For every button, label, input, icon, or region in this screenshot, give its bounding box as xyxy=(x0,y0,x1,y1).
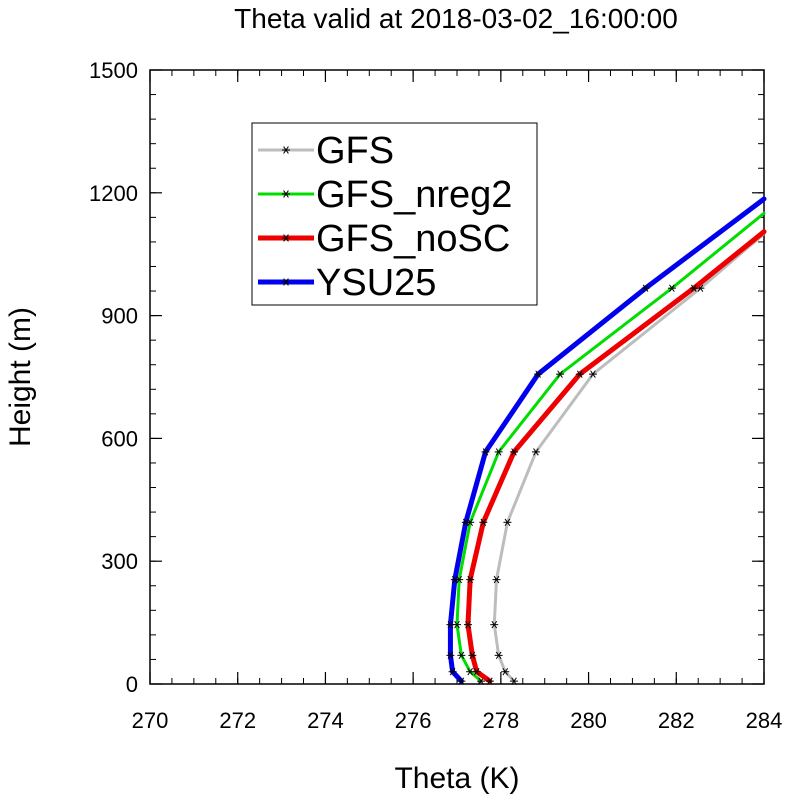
chart-title: Theta valid at 2018-03-02_16:00:00 xyxy=(234,3,678,34)
data-point xyxy=(457,677,466,685)
legend-marker xyxy=(282,234,290,242)
data-point xyxy=(450,575,459,584)
legend-marker xyxy=(282,278,290,286)
y-tick-label: 1200 xyxy=(89,181,138,206)
data-point xyxy=(534,370,543,378)
series-GFS_nreg2 xyxy=(453,211,766,685)
data-point xyxy=(588,370,597,378)
x-tick-label: 282 xyxy=(658,708,695,733)
legend-item: GFS_nreg2 xyxy=(258,174,512,216)
data-point xyxy=(510,448,519,456)
data-point xyxy=(531,448,540,456)
data-point xyxy=(466,575,475,584)
legend-label: GFS_noSC xyxy=(316,218,510,260)
x-tick-label: 278 xyxy=(482,708,519,733)
data-point xyxy=(667,284,676,292)
data-point xyxy=(446,651,455,660)
y-tick-label: 300 xyxy=(101,549,138,574)
data-point xyxy=(481,448,490,456)
series-GFS_noSC xyxy=(463,229,767,685)
data-point xyxy=(556,370,565,378)
series-layer xyxy=(446,196,767,685)
y-tick-label: 900 xyxy=(101,304,138,329)
y-tick-label: 1500 xyxy=(89,58,138,83)
x-axis-label: Theta (K) xyxy=(394,762,519,795)
x-tick-label: 274 xyxy=(307,708,344,733)
legend-box xyxy=(251,122,538,306)
data-point xyxy=(472,668,481,676)
legend-item: GFS_noSC xyxy=(258,218,510,260)
data-point xyxy=(461,518,470,527)
data-point xyxy=(448,668,457,676)
data-point xyxy=(463,620,472,629)
y-tick-label: 600 xyxy=(101,426,138,451)
x-tick-label: 270 xyxy=(132,708,169,733)
data-point xyxy=(492,575,501,584)
y-axis: 0 300 600 900 1200 1500 xyxy=(89,58,764,697)
series-YSU25 xyxy=(446,196,767,685)
x-tick-label: 276 xyxy=(395,708,432,733)
legend-marker xyxy=(282,190,290,198)
series-line xyxy=(447,196,767,684)
series-line xyxy=(455,211,766,683)
data-point xyxy=(485,677,494,685)
legend-label: GFS xyxy=(316,130,394,172)
data-point xyxy=(468,651,477,660)
data-point xyxy=(494,448,503,456)
y-tick-label: 0 xyxy=(126,672,138,697)
data-point xyxy=(494,651,503,660)
x-tick-label: 284 xyxy=(746,708,783,733)
legend-item: GFS xyxy=(258,130,394,172)
data-point xyxy=(689,284,698,292)
x-tick-label: 272 xyxy=(219,708,256,733)
data-point xyxy=(490,620,499,629)
data-point xyxy=(479,518,488,527)
x-tick-label: 280 xyxy=(570,708,607,733)
data-point xyxy=(510,677,519,685)
data-point xyxy=(641,284,650,292)
x-axis: 270 272 274 276 278 280 282 284 xyxy=(132,70,783,733)
data-point xyxy=(501,668,510,676)
legend-label: YSU25 xyxy=(316,262,436,304)
legend-item: YSU25 xyxy=(258,262,436,304)
legend-label: GFS_nreg2 xyxy=(316,174,512,216)
data-point xyxy=(503,518,512,527)
data-point xyxy=(446,620,455,629)
series-line xyxy=(492,232,766,683)
y-axis-label: Height (m) xyxy=(4,307,37,447)
data-point xyxy=(575,370,584,378)
data-point xyxy=(457,651,466,660)
series-line xyxy=(465,229,767,684)
series-GFS xyxy=(490,232,766,685)
legend-marker xyxy=(282,146,290,154)
